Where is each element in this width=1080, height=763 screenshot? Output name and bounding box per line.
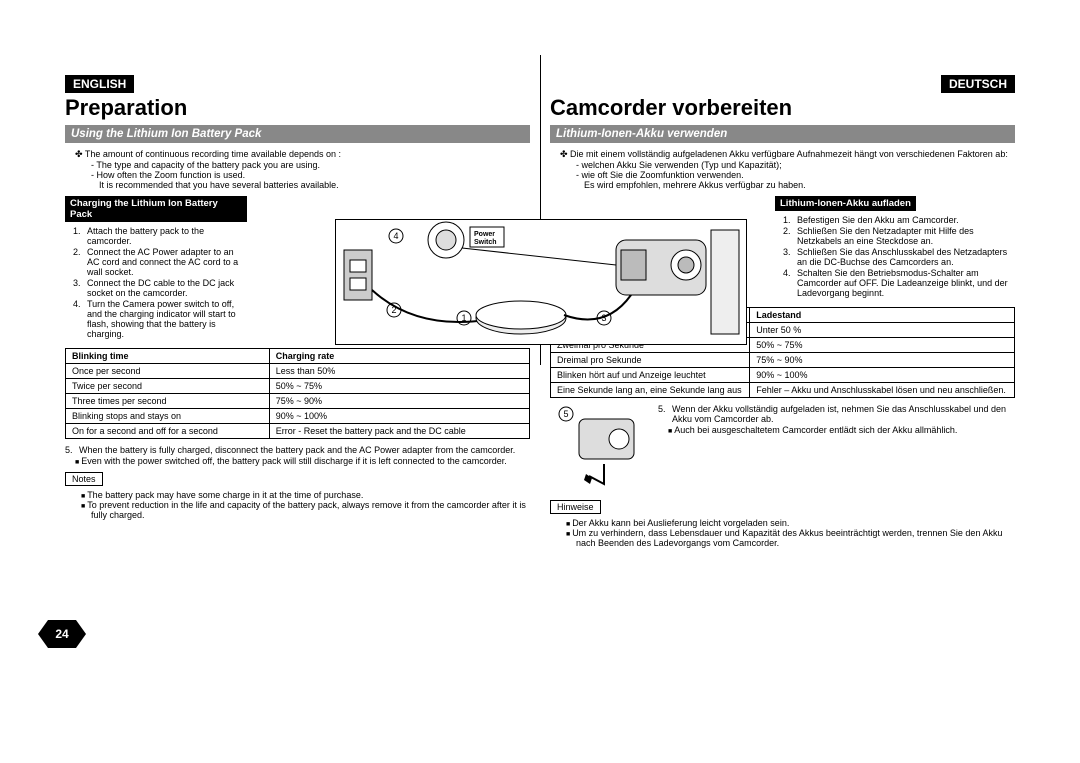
connection-diagram: Power Switch 4 2 1 3 xyxy=(335,219,747,345)
intro-main: The amount of continuous recording time … xyxy=(75,149,530,160)
svg-text:1: 1 xyxy=(461,313,466,323)
right-column: DEUTSCH Camcorder vorbereiten Lithium-Io… xyxy=(540,75,1015,655)
left-column: ENGLISH Preparation Using the Lithium Io… xyxy=(65,75,540,655)
intro-sub3: It is recommended that you have several … xyxy=(99,180,530,190)
svg-text:3: 3 xyxy=(601,313,606,323)
charging-header-right: Lithium-Ionen-Akku aufladen xyxy=(775,196,916,211)
intro-main: Die mit einem vollständig aufgeladenen A… xyxy=(560,149,1015,160)
step5-block-left: 5.When the battery is fully charged, dis… xyxy=(65,445,530,466)
camcorder-connection-icon: Power Switch 4 2 1 3 xyxy=(336,220,746,344)
charging-text-right: Lithium-Ionen-Akku aufladen 1.Befestigen… xyxy=(775,196,1015,299)
lang-badge-english: ENGLISH xyxy=(65,75,134,93)
camcorder-detach-icon: 5 xyxy=(554,404,654,494)
svg-text:4: 4 xyxy=(393,231,398,241)
th-blink: Blinking time xyxy=(66,349,270,364)
charging-table-left: Blinking timeCharging rate Once per seco… xyxy=(65,348,530,439)
step5-figure: 5 xyxy=(554,404,654,494)
intro-sub2: How often the Zoom function is used. xyxy=(99,170,530,180)
svg-text:5: 5 xyxy=(563,409,568,419)
step5-sub-right: Auch bei ausgeschaltetem Camcorder entlä… xyxy=(678,425,1015,435)
notes-list-right: Der Akku kann bei Auslieferung leicht vo… xyxy=(558,518,1015,548)
title-left: Preparation xyxy=(65,95,530,121)
step5-block-right: 5 5.Wenn der Akku vollständig aufgeladen… xyxy=(550,404,1015,494)
th-rate: Charging rate xyxy=(269,349,529,364)
charging-header-left: Charging the Lithium Ion Battery Pack xyxy=(65,196,247,222)
intro-left: The amount of continuous recording time … xyxy=(75,149,530,190)
th-rate: Ladestand xyxy=(750,308,1015,323)
notes-label-right: Hinweise xyxy=(550,500,601,514)
subtitle-left: Using the Lithium Ion Battery Pack xyxy=(65,125,530,143)
note1: The battery pack may have some charge in… xyxy=(91,490,530,500)
note1: Der Akku kann bei Auslieferung leicht vo… xyxy=(576,518,1015,528)
lang-badge-deutsch: DEUTSCH xyxy=(941,75,1015,93)
subtitle-right: Lithium-Ionen-Akku verwenden xyxy=(550,125,1015,143)
charging-text-left: Charging the Lithium Ion Battery Pack 1.… xyxy=(65,196,247,340)
power-switch-label: Power xyxy=(474,231,495,238)
intro-right: Die mit einem vollständig aufgeladenen A… xyxy=(560,149,1015,190)
intro-sub1: welchen Akku Sie verwenden (Typ und Kapa… xyxy=(584,160,1015,170)
intro-sub1: The type and capacity of the battery pac… xyxy=(99,160,530,170)
svg-text:Switch: Switch xyxy=(474,239,497,246)
step5-sub-left: Even with the power switched off, the ba… xyxy=(85,456,530,466)
page-spread: ENGLISH Preparation Using the Lithium Io… xyxy=(65,75,1015,655)
steps-right: 1.Befestigen Sie den Akku am Camcorder. … xyxy=(783,215,1015,298)
intro-sub3: Es wird empfohlen, mehrere Akkus verfügb… xyxy=(584,180,1015,190)
note2: Um zu verhindern, dass Lebensdauer und K… xyxy=(576,528,1015,548)
lang-row: DEUTSCH xyxy=(550,75,1015,93)
lang-row: ENGLISH xyxy=(65,75,530,93)
svg-text:2: 2 xyxy=(391,305,396,315)
page-number: 24 xyxy=(48,620,76,648)
steps-left: 1.Attach the battery pack to the camcord… xyxy=(73,226,247,339)
notes-list-left: The battery pack may have some charge in… xyxy=(73,490,530,520)
title-right: Camcorder vorbereiten xyxy=(550,95,1015,121)
note2: To prevent reduction in the life and cap… xyxy=(91,500,530,520)
intro-sub2: wie oft Sie die Zoomfunktion verwenden. xyxy=(584,170,1015,180)
notes-label-left: Notes xyxy=(65,472,103,486)
